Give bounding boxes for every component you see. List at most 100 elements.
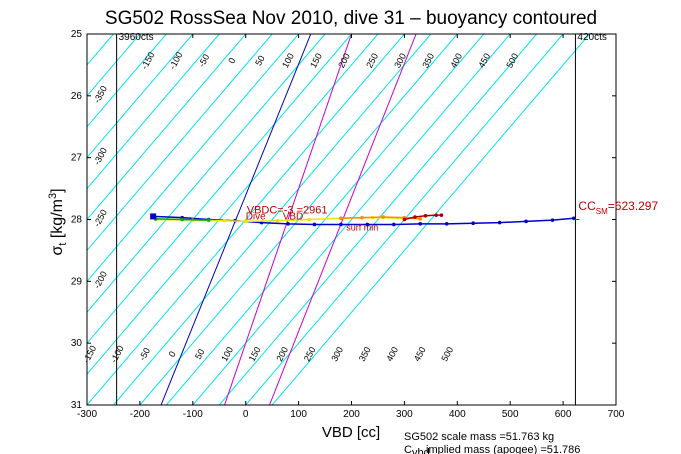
contour-label: 500 — [504, 52, 520, 70]
x-tick-label: 100 — [290, 409, 307, 420]
contour-line — [87, 34, 273, 252]
contour-label: -50 — [196, 52, 211, 68]
contour-line — [271, 34, 590, 405]
data-point — [180, 217, 185, 222]
data-point — [550, 218, 555, 222]
data-point — [381, 215, 386, 219]
data-point — [439, 213, 444, 217]
contour-label: 0 — [226, 56, 237, 65]
y-tick-label: 29 — [71, 276, 83, 287]
contour-label: 50 — [253, 54, 267, 68]
y-axis-label-sub: t — [57, 243, 69, 246]
vline-label-right: 420cts — [577, 32, 606, 43]
contour-line — [113, 34, 432, 405]
start-marker — [150, 213, 157, 220]
data-point — [307, 217, 311, 222]
contour-label: 350 — [357, 345, 373, 363]
contour-line — [87, 34, 405, 405]
vbdc-annotation: VBDC=-3 =2961 — [247, 204, 328, 216]
contour-label: -50 — [137, 346, 152, 362]
cc-sm-annotation: CCSM=623.297 — [578, 199, 658, 216]
y-tick-label: 28 — [71, 215, 83, 226]
data-point — [275, 218, 280, 223]
x-tick-label: -200 — [130, 409, 150, 420]
data-point — [312, 222, 317, 227]
y-tick-label: 31 — [71, 400, 83, 411]
contour-label: -100 — [167, 50, 184, 71]
contour-label: 300 — [392, 52, 408, 70]
x-tick-label: 400 — [449, 409, 466, 420]
contour-line — [87, 34, 247, 221]
contour-line — [218, 34, 538, 405]
y-axis-label-close: ] — [49, 188, 66, 192]
data-point — [402, 217, 407, 222]
y-tick-label: 27 — [71, 153, 83, 164]
surf-min-annotation: surf min — [346, 223, 378, 233]
chart-title: SG502 RossSea Nov 2010, dive 31 – buoyan… — [105, 8, 597, 29]
contour-line-magenta — [224, 34, 352, 405]
contour-label: 150 — [308, 52, 324, 70]
x-tick-label: 700 — [608, 409, 625, 420]
data-point — [444, 222, 449, 226]
x-axis-label: VBD [cc] — [322, 424, 380, 441]
contour-label: -150 — [139, 50, 156, 71]
x-tick-label: 300 — [396, 409, 413, 420]
data-point — [206, 218, 211, 222]
svg-text:σt [kg/m3]: σt [kg/m3] — [47, 188, 69, 255]
contour-label: -150 — [81, 344, 98, 365]
contour-label: 400 — [448, 52, 464, 70]
data-point — [392, 222, 396, 227]
data-point — [413, 215, 417, 219]
implied-prefix: C — [404, 444, 412, 454]
x-tick-label: 600 — [555, 409, 572, 420]
contour-line — [87, 34, 299, 283]
contour-label: 400 — [384, 345, 400, 363]
contour-label: 250 — [364, 52, 380, 70]
contour-label: 0 — [167, 350, 178, 359]
data-point — [222, 218, 227, 223]
y-tick-label: 25 — [71, 29, 83, 40]
y-axis-label-exp: 3 — [47, 193, 59, 199]
data-point — [418, 222, 423, 226]
data-point — [434, 213, 438, 217]
data-point — [423, 213, 428, 218]
contour-label: 450 — [412, 345, 428, 363]
data-point — [418, 217, 423, 221]
implied-sub: vbd — [412, 447, 430, 454]
x-tick-label: 0 — [243, 409, 249, 420]
x-tick-label: 200 — [343, 409, 360, 420]
data-point — [286, 222, 290, 226]
data-point — [360, 215, 364, 220]
contour-label: 250 — [302, 345, 318, 363]
vline-label-left: 3960cts — [119, 32, 154, 43]
contour-label: -100 — [109, 344, 126, 365]
dive-annotation: Dive — [246, 212, 266, 223]
data-point — [339, 216, 343, 221]
y-tick-label: 30 — [71, 338, 83, 349]
contour-label: 200 — [274, 345, 290, 363]
data-point — [243, 219, 248, 224]
contour-label: 500 — [439, 345, 455, 363]
contour-line — [87, 34, 167, 128]
implied-mass-text: implied mass (apogee) =51.786 — [426, 444, 580, 454]
data-point — [524, 219, 528, 224]
data-point — [471, 221, 475, 226]
y-tick-label: 26 — [71, 91, 83, 102]
x-tick-label: -300 — [77, 409, 97, 420]
y-axis-label-unit: [kg/m — [49, 199, 66, 243]
contour-label: 300 — [329, 345, 345, 363]
contour-line — [87, 34, 220, 190]
contour-label: 450 — [476, 52, 492, 70]
data-point — [339, 222, 343, 227]
y-axis-label-main: σ — [49, 246, 66, 256]
contour-label: 50 — [193, 347, 207, 361]
x-tick-label: -100 — [183, 409, 203, 420]
contour-label: 150 — [247, 345, 263, 363]
y-axis-label: σt [kg/m3] — [47, 188, 69, 255]
contour-line — [192, 34, 511, 405]
contour-line — [87, 34, 194, 159]
scale-mass-text: SG502 scale mass =51.763 kg — [404, 431, 554, 443]
x-tick-label: 500 — [502, 409, 519, 420]
contour-label: 100 — [219, 345, 235, 363]
